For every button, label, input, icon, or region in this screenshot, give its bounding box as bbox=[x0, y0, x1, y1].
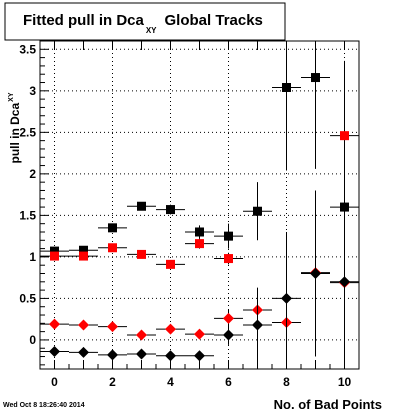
data-point-square bbox=[166, 205, 175, 215]
data-point-diamond bbox=[136, 329, 147, 341]
title-box bbox=[4, 2, 286, 41]
y-tick-label: 1 bbox=[29, 250, 36, 264]
x-axis-title: No. of Bad Points bbox=[274, 397, 382, 412]
data-layer bbox=[40, 41, 359, 369]
y-tick-label: 0.5 bbox=[19, 291, 36, 305]
data-point-square bbox=[166, 259, 175, 269]
data-point-diamond bbox=[165, 350, 176, 362]
data-point-diamond bbox=[78, 346, 89, 358]
series-3 bbox=[40, 182, 359, 369]
data-point-diamond bbox=[49, 346, 60, 358]
data-point-square bbox=[195, 227, 204, 237]
data-point-square bbox=[253, 206, 262, 216]
data-point-diamond bbox=[310, 268, 321, 280]
data-point-square bbox=[79, 251, 88, 261]
data-point-diamond bbox=[78, 319, 89, 331]
data-point-square bbox=[137, 201, 146, 211]
y-axis-title: pull in DcaXY bbox=[8, 92, 22, 163]
y-tick-label: 0 bbox=[29, 333, 36, 347]
plot-frame bbox=[39, 40, 360, 370]
chart-title-suffix: Global Tracks bbox=[165, 12, 263, 29]
data-point-diamond bbox=[194, 328, 205, 340]
timestamp: Wed Oct 8 18:26:40 2014 bbox=[3, 402, 85, 409]
y-tick-label: 3.5 bbox=[19, 42, 36, 56]
data-point-square bbox=[50, 246, 59, 256]
chart-title-subscript: XY bbox=[146, 26, 157, 35]
data-point-diamond bbox=[136, 348, 147, 360]
data-point-square bbox=[282, 83, 291, 93]
data-point-diamond bbox=[223, 329, 234, 341]
tick-labels-layer: 0 2 4 6 8 10 0 0.5 1 1.5 2 2.5 3 3.5 bbox=[19, 42, 351, 389]
x-tick-label: 6 bbox=[225, 375, 232, 389]
y-tick-label: 2.5 bbox=[19, 125, 36, 139]
data-point-diamond bbox=[281, 292, 292, 304]
y-axis-title-subscript: XY bbox=[8, 92, 15, 102]
data-point-diamond bbox=[107, 349, 118, 361]
data-point-diamond bbox=[107, 321, 118, 333]
data-point-square bbox=[79, 245, 88, 255]
data-point-diamond bbox=[165, 323, 176, 335]
data-point-square bbox=[340, 131, 349, 141]
x-tick-label: 10 bbox=[338, 375, 352, 389]
data-point-square bbox=[224, 231, 233, 241]
grid-layer bbox=[40, 41, 359, 369]
x-tick-label: 8 bbox=[283, 375, 290, 389]
y-tick-label: 3 bbox=[29, 84, 36, 98]
data-point-diamond bbox=[339, 276, 350, 288]
y-tick-label: 1.5 bbox=[19, 208, 36, 222]
data-point-square bbox=[195, 239, 204, 249]
data-point-diamond bbox=[252, 319, 263, 331]
data-point-square bbox=[50, 251, 59, 261]
ticks-layer bbox=[39, 41, 360, 369]
data-point-square bbox=[224, 254, 233, 264]
data-point-square bbox=[137, 249, 146, 259]
data-point-diamond bbox=[49, 318, 60, 330]
y-axis-title-main: pull in Dca bbox=[8, 103, 22, 164]
data-point-diamond bbox=[194, 350, 205, 362]
y-tick-label: 2 bbox=[29, 167, 36, 181]
x-tick-label: 4 bbox=[167, 375, 174, 389]
data-point-square bbox=[311, 73, 320, 83]
x-tick-label: 2 bbox=[109, 375, 116, 389]
data-point-diamond bbox=[223, 312, 234, 324]
data-point-square bbox=[108, 223, 117, 233]
series-0 bbox=[40, 41, 359, 256]
series-1 bbox=[40, 60, 359, 269]
chart-title-main: Fitted pull in Dca bbox=[23, 12, 144, 29]
x-tick-label: 0 bbox=[51, 375, 58, 389]
data-point-square bbox=[108, 243, 117, 253]
chart-title: Fitted pull in DcaXY Global Tracks bbox=[23, 12, 263, 35]
